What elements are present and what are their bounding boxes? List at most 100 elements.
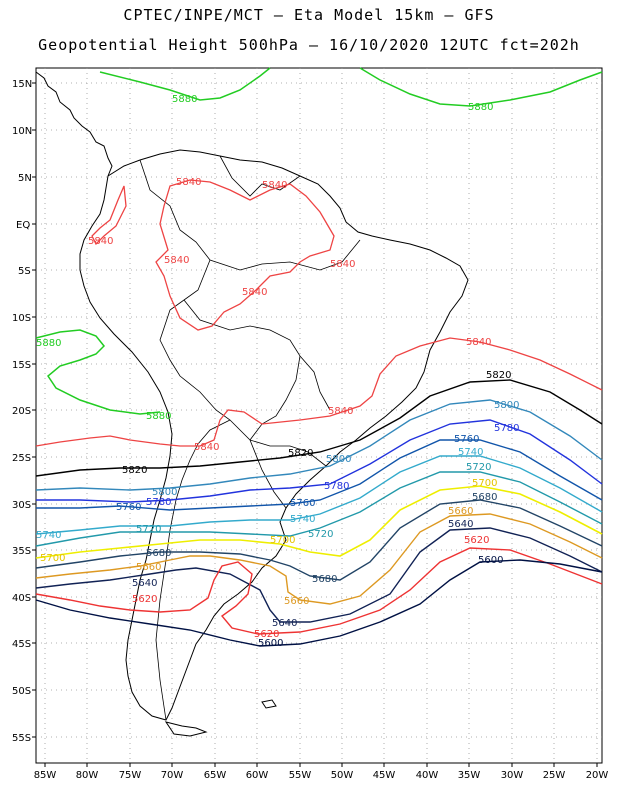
lon-label: 40W [416, 770, 439, 781]
label-5840-c: 5840 [88, 236, 113, 247]
lat-label: 15S [12, 360, 31, 371]
label-5840-a: 5840 [176, 177, 201, 188]
lat-label: 5S [18, 266, 31, 277]
contour-5880 [35, 67, 603, 415]
contour-5740 [35, 455, 603, 535]
label-5680-c: 5680 [472, 492, 497, 503]
contour-5640 [35, 527, 603, 623]
lat-label: 30S [12, 500, 31, 511]
label-5800-a: 5800 [152, 487, 177, 498]
label-5780-a: 5780 [146, 497, 171, 508]
ticks [32, 82, 598, 767]
lat-label: 10S [12, 313, 31, 324]
label-5600-b: 5600 [478, 555, 503, 566]
label-5780-b: 5780 [324, 481, 349, 492]
label-5880-b: 5880 [468, 102, 493, 113]
contour-5760 [36, 439, 603, 511]
label-5700-a: 5700 [40, 553, 65, 564]
label-5880-a: 5880 [172, 94, 197, 105]
label-5740-a: 5740 [36, 530, 61, 541]
lon-label: 85W [34, 770, 57, 781]
title-line-1: CPTEC/INPE/MCT – Eta Model 15km – GFS [123, 6, 495, 24]
label-5840-f: 5840 [242, 287, 267, 298]
contour-5840 [35, 179, 603, 447]
label-5880-c: 5880 [36, 338, 61, 349]
label-5720-b: 5720 [308, 529, 333, 540]
south-america-coast [79, 149, 469, 721]
label-5700-b: 5700 [270, 535, 295, 546]
label-5780-c: 5780 [494, 423, 519, 434]
latitude-labels: 15N 10N 5N EQ 5S 10S 15S 20S 25S 30S 35S… [12, 79, 32, 744]
label-5620-a: 5620 [132, 594, 157, 605]
contour-5780 [36, 419, 603, 503]
lon-label: 70W [161, 770, 184, 781]
label-5840-i: 5840 [194, 442, 219, 453]
falklands [261, 699, 277, 709]
lat-label: 20S [12, 406, 31, 417]
lon-label: 55W [289, 770, 312, 781]
lon-label: 80W [76, 770, 99, 781]
contour-5680 [35, 499, 603, 581]
label-5660-a: 5660 [136, 562, 161, 573]
label-5700-c: 5700 [472, 478, 497, 489]
lat-label: 15N [12, 79, 32, 90]
label-5660-c: 5660 [448, 506, 473, 517]
central-america-coast [35, 71, 113, 177]
contour-5660 [35, 513, 603, 605]
label-5840-b: 5840 [262, 180, 287, 191]
lat-label: 50S [12, 686, 31, 697]
contour-5720 [35, 471, 603, 547]
lat-label: 5N [18, 173, 32, 184]
label-5640-b: 5640 [272, 618, 297, 629]
contour-5700 [35, 485, 603, 559]
lat-label: 40S [12, 593, 31, 604]
contour-5600 [35, 559, 603, 647]
label-5820-b: 5820 [288, 448, 313, 459]
label-5740-c: 5740 [458, 447, 483, 458]
label-5840-d: 5840 [164, 255, 189, 266]
label-5760-c: 5760 [454, 434, 479, 445]
lon-label: 50W [331, 770, 354, 781]
label-5660-b: 5660 [284, 596, 309, 607]
lat-label: 35S [12, 546, 31, 557]
label-5820-a: 5820 [122, 465, 147, 476]
label-5840-e: 5840 [330, 259, 355, 270]
lat-label: 10N [12, 126, 32, 137]
longitude-labels: 85W 80W 75W 70W 65W 60W 55W 50W 45W 40W … [34, 770, 609, 781]
label-5620-b: 5620 [254, 629, 279, 640]
label-5640-a: 5640 [132, 578, 157, 589]
grid [36, 68, 602, 763]
label-5740-b: 5740 [290, 514, 315, 525]
label-5720-a: 5720 [136, 524, 161, 535]
lat-label: EQ [16, 220, 30, 231]
lat-label: 25S [12, 453, 31, 464]
coastlines [35, 71, 469, 737]
lon-label: 75W [119, 770, 142, 781]
label-5820-c: 5820 [486, 370, 511, 381]
label-5840-h: 5840 [328, 406, 353, 417]
lat-label: 45S [12, 639, 31, 650]
map-frame [35, 67, 603, 764]
label-5840-g: 5840 [466, 337, 491, 348]
label-5800-c: 5800 [494, 400, 519, 411]
label-5760-b: 5760 [290, 498, 315, 509]
label-5680-b: 5680 [312, 574, 337, 585]
lon-label: 60W [246, 770, 269, 781]
lon-label: 45W [373, 770, 396, 781]
label-5640-c: 5640 [448, 519, 473, 530]
lon-label: 35W [458, 770, 481, 781]
contour-5820 [35, 379, 603, 477]
label-5760-a: 5760 [116, 502, 141, 513]
lon-label: 25W [543, 770, 566, 781]
title-line-2: Geopotential Height 500hPa – 16/10/2020 … [38, 36, 580, 54]
lon-label: 20W [586, 770, 609, 781]
tierra-del-fuego [164, 721, 208, 737]
contour-5800 [35, 399, 603, 491]
label-5680-a: 5680 [146, 548, 171, 559]
label-5720-c: 5720 [466, 462, 491, 473]
borders [139, 155, 361, 721]
label-5800-b: 5800 [326, 454, 351, 465]
lon-label: 30W [501, 770, 524, 781]
label-5620-c: 5620 [464, 535, 489, 546]
